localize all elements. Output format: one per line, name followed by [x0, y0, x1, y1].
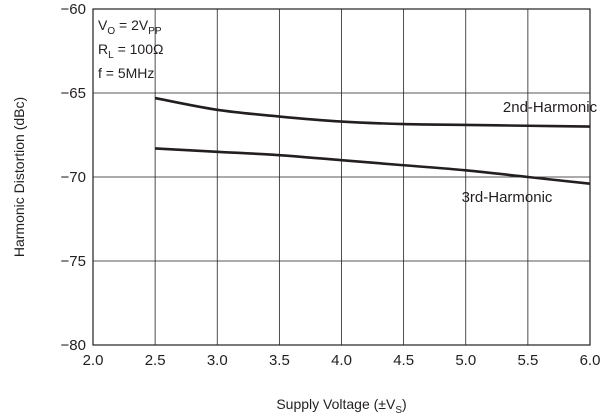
grid	[93, 9, 590, 345]
x-axis-title-sub: S	[395, 405, 402, 416]
x-tick-labels: 2.0 2.5 3.0 3.5 4.0 4.5 5.0 5.5 6.0	[83, 352, 601, 369]
x-tick-label: 4.0	[331, 352, 352, 369]
x-axis-title-end: )	[402, 396, 407, 412]
x-axis-title-main: Supply Voltage (±V	[276, 396, 396, 412]
x-tick-label: 3.5	[269, 352, 290, 369]
y-tick-label: −70	[61, 169, 86, 186]
plot-frame	[92, 8, 591, 346]
x-tick-label: 5.5	[517, 352, 538, 369]
y-axis-title: Harmonic Distortion (dBc)	[11, 97, 27, 257]
condition-f: f = 5MHz	[98, 65, 154, 81]
series-label-2nd-harmonic: 2nd-Harmonic	[503, 99, 598, 116]
series-line-2nd-harmonic	[154, 96, 591, 128]
condition-vo: VO = 2VPP	[98, 17, 162, 37]
y-tick-label: −75	[61, 253, 86, 270]
series-label-3rd-harmonic: 3rd-Harmonic	[462, 189, 553, 206]
x-tick-label: 4.5	[393, 352, 414, 369]
y-tick-label: −80	[61, 337, 86, 354]
x-axis-title: Supply Voltage (±VS)	[276, 396, 406, 416]
y-tick-label: −65	[61, 85, 86, 102]
x-tick-label: 6.0	[580, 352, 601, 369]
test-conditions: VO = 2VPP RL = 100Ω f = 5MHz	[98, 17, 163, 81]
series-line-3rd-harmonic	[155, 147, 591, 186]
x-tick-label: 2.0	[83, 352, 104, 369]
x-tick-label: 5.0	[455, 352, 476, 369]
x-tick-label: 2.5	[145, 352, 166, 369]
x-tick-label: 3.0	[207, 352, 228, 369]
y-tick-labels: −60 −65 −70 −75 −80	[61, 1, 86, 354]
condition-rl: RL = 100Ω	[98, 41, 163, 61]
y-tick-label: −60	[61, 1, 86, 18]
series-group	[154, 96, 591, 186]
